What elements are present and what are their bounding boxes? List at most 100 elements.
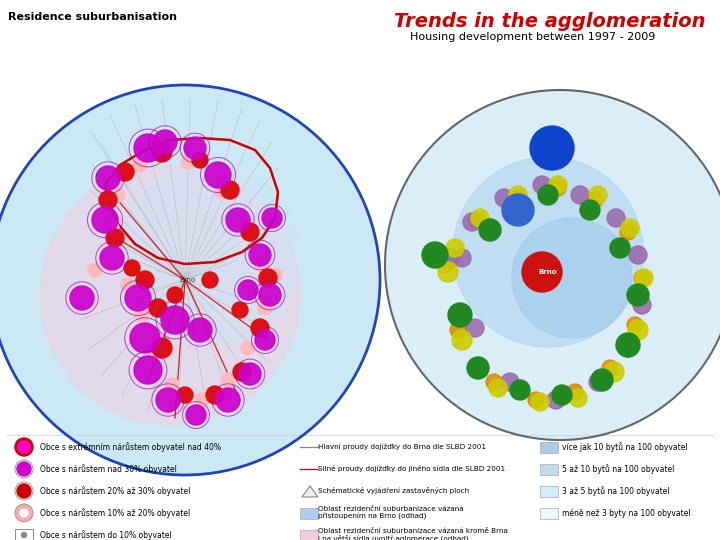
Circle shape <box>40 165 300 425</box>
Text: Silné proudy dojížďky do jiného sídla dle SLBD 2001: Silné proudy dojížďky do jiného sídla dl… <box>318 465 505 472</box>
Circle shape <box>495 189 513 207</box>
Circle shape <box>547 391 565 409</box>
Bar <box>540 508 558 519</box>
Circle shape <box>206 386 224 404</box>
Circle shape <box>161 306 189 334</box>
Circle shape <box>479 219 501 241</box>
Circle shape <box>627 317 643 333</box>
Circle shape <box>446 239 464 257</box>
Circle shape <box>20 509 28 517</box>
Text: Hlavní proudy dojížďky do Brna dle SLBD 2001: Hlavní proudy dojížďky do Brna dle SLBD … <box>318 444 486 450</box>
Circle shape <box>438 262 458 282</box>
Circle shape <box>552 385 572 405</box>
Circle shape <box>232 302 248 318</box>
Circle shape <box>512 218 632 338</box>
Circle shape <box>233 363 251 381</box>
Circle shape <box>238 218 252 232</box>
Circle shape <box>453 249 471 267</box>
Text: Obce s nárůstem 20% až 30% obyvatel: Obce s nárůstem 20% až 30% obyvatel <box>40 486 190 496</box>
Text: 3 až 5 bytů na 100 obyvatel: 3 až 5 bytů na 100 obyvatel <box>562 486 670 496</box>
Circle shape <box>259 269 277 287</box>
Text: Obce s nárůstem do 10% obyvatel: Obce s nárůstem do 10% obyvatel <box>40 530 172 540</box>
Circle shape <box>550 180 566 196</box>
Circle shape <box>124 260 140 276</box>
Circle shape <box>510 380 530 400</box>
Text: Oblast rezidenční suburbanizace vázaná
přistoupením na Brno (odhad): Oblast rezidenční suburbanizace vázaná p… <box>318 506 464 520</box>
Circle shape <box>249 244 271 266</box>
Circle shape <box>221 373 235 387</box>
Circle shape <box>251 319 269 337</box>
Circle shape <box>616 333 640 357</box>
Bar <box>540 464 558 475</box>
Circle shape <box>255 258 269 272</box>
Circle shape <box>18 441 30 453</box>
Circle shape <box>135 308 149 322</box>
Circle shape <box>120 165 300 345</box>
Circle shape <box>15 438 33 456</box>
Circle shape <box>152 338 172 358</box>
Circle shape <box>259 284 281 306</box>
Circle shape <box>489 379 507 397</box>
Circle shape <box>604 362 624 382</box>
Text: Residence suburbanisation: Residence suburbanisation <box>8 12 177 22</box>
Circle shape <box>453 157 643 347</box>
Circle shape <box>156 388 180 412</box>
Text: 5 až 10 bytů na 100 obyvatel: 5 až 10 bytů na 100 obyvatel <box>562 464 675 474</box>
Circle shape <box>437 257 453 273</box>
Circle shape <box>468 212 484 228</box>
Circle shape <box>167 287 183 303</box>
Circle shape <box>467 357 489 379</box>
Circle shape <box>463 213 481 231</box>
Circle shape <box>221 181 239 199</box>
Circle shape <box>96 166 120 190</box>
Circle shape <box>70 286 94 310</box>
Circle shape <box>111 188 125 202</box>
Circle shape <box>241 341 255 355</box>
Text: Oblast rezidenční suburbanizace vázaná kromě Brna
i na větší sídla uvnitř aglome: Oblast rezidenční suburbanizace vázaná k… <box>318 528 508 540</box>
Text: méně než 3 byty na 100 obyvatel: méně než 3 byty na 100 obyvatel <box>562 508 690 518</box>
Circle shape <box>635 269 653 287</box>
Circle shape <box>441 249 459 267</box>
Circle shape <box>262 208 282 228</box>
Circle shape <box>422 242 448 268</box>
Circle shape <box>121 278 135 292</box>
Circle shape <box>17 462 31 476</box>
Text: Obce s nárůstem nad 30% obyvatel: Obce s nárůstem nad 30% obyvatel <box>40 464 177 474</box>
Bar <box>15 529 33 540</box>
Circle shape <box>621 219 639 237</box>
Circle shape <box>567 384 583 400</box>
Circle shape <box>134 356 162 384</box>
Circle shape <box>471 209 489 227</box>
Circle shape <box>627 284 649 306</box>
Circle shape <box>195 393 209 407</box>
Circle shape <box>268 268 282 282</box>
Circle shape <box>633 296 651 314</box>
Circle shape <box>22 532 27 537</box>
Circle shape <box>587 192 603 208</box>
Circle shape <box>202 272 218 288</box>
Bar <box>540 486 558 497</box>
Circle shape <box>571 186 589 204</box>
Circle shape <box>589 373 607 391</box>
Circle shape <box>619 339 637 357</box>
Text: Housing development between 1997 - 2009: Housing development between 1997 - 2009 <box>410 32 656 42</box>
Circle shape <box>591 369 613 391</box>
Circle shape <box>177 387 193 403</box>
Circle shape <box>549 176 567 194</box>
Circle shape <box>530 126 574 170</box>
Circle shape <box>452 330 472 350</box>
Circle shape <box>184 137 206 159</box>
Circle shape <box>116 163 134 181</box>
Circle shape <box>216 388 240 412</box>
Circle shape <box>215 185 229 199</box>
Circle shape <box>385 90 720 440</box>
Circle shape <box>133 158 147 172</box>
Circle shape <box>239 363 261 385</box>
Circle shape <box>92 207 118 233</box>
Circle shape <box>531 393 549 411</box>
Circle shape <box>149 299 167 317</box>
Circle shape <box>509 186 527 204</box>
Circle shape <box>628 320 648 340</box>
Text: Obce s nárůstem 10% až 20% obyvatel: Obce s nárůstem 10% až 20% obyvatel <box>40 508 190 518</box>
Circle shape <box>136 271 154 289</box>
